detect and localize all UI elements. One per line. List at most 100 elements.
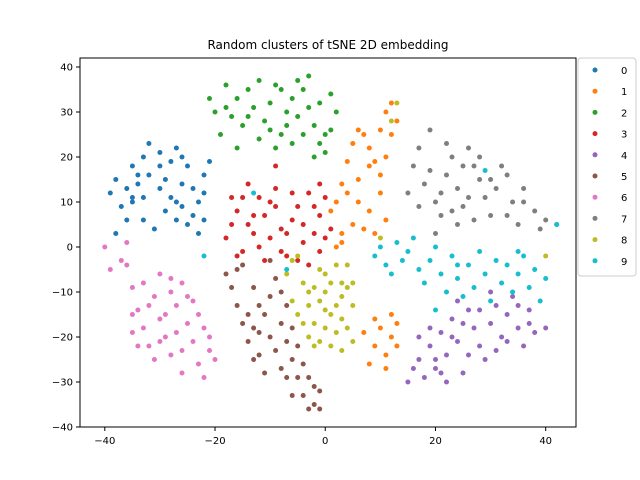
point-cluster-4-2 bbox=[416, 357, 422, 362]
point-cluster-9-15 bbox=[455, 276, 460, 281]
x-tick-label-0: −40 bbox=[94, 436, 115, 447]
point-cluster-4-21 bbox=[521, 343, 527, 349]
point-cluster-3-0 bbox=[223, 235, 229, 241]
point-cluster-4-34 bbox=[515, 303, 521, 308]
point-cluster-4-0 bbox=[405, 379, 411, 385]
point-cluster-5-30 bbox=[245, 312, 251, 317]
point-cluster-7-15 bbox=[488, 213, 494, 218]
point-cluster-3-37 bbox=[245, 222, 251, 227]
point-cluster-7-5 bbox=[433, 199, 438, 205]
point-cluster-3-23 bbox=[289, 190, 295, 196]
legend-marker-9 bbox=[592, 258, 598, 264]
point-cluster-0-34 bbox=[146, 172, 152, 178]
point-cluster-1-16 bbox=[366, 208, 372, 214]
point-cluster-7-6 bbox=[438, 213, 444, 218]
point-cluster-4-12 bbox=[471, 325, 477, 331]
point-cluster-6-37 bbox=[168, 276, 174, 281]
legend-marker-6 bbox=[592, 194, 598, 200]
point-cluster-8-1 bbox=[295, 253, 301, 259]
point-cluster-8-33 bbox=[377, 235, 383, 241]
point-cluster-9-2 bbox=[383, 262, 389, 268]
point-cluster-0-18 bbox=[201, 217, 207, 223]
point-cluster-2-13 bbox=[278, 132, 284, 137]
point-cluster-9-1 bbox=[377, 244, 383, 250]
point-cluster-9-19 bbox=[477, 249, 483, 254]
axes: −40 −20 0 20 40 −40 −30 −20 −10 0 10 20 30 40 bbox=[52, 63, 552, 448]
point-cluster-7-12 bbox=[471, 163, 477, 169]
point-cluster-1-36 bbox=[377, 127, 383, 133]
point-cluster-3-35 bbox=[267, 235, 273, 241]
point-cluster-4-17 bbox=[499, 334, 505, 340]
point-cluster-1-14 bbox=[394, 118, 400, 124]
point-cluster-8-2 bbox=[300, 280, 306, 286]
point-cluster-5-24 bbox=[267, 258, 273, 263]
point-cluster-9-8 bbox=[416, 267, 422, 272]
legend-label-4: 4 bbox=[621, 151, 627, 162]
point-cluster-8-28 bbox=[339, 316, 345, 322]
point-cluster-7-8 bbox=[449, 154, 455, 160]
point-cluster-5-0 bbox=[223, 271, 229, 277]
point-cluster-1-33 bbox=[383, 366, 389, 371]
point-cluster-9-20 bbox=[482, 271, 488, 277]
point-cluster-0-38 bbox=[173, 199, 179, 205]
data-points bbox=[102, 73, 560, 412]
point-cluster-5-4 bbox=[245, 339, 251, 344]
point-cluster-8-11 bbox=[350, 303, 356, 308]
point-cluster-2-1 bbox=[212, 109, 218, 115]
point-cluster-5-27 bbox=[300, 361, 306, 367]
legend-label-9: 9 bbox=[621, 257, 627, 268]
point-cluster-6-11 bbox=[168, 352, 174, 358]
point-cluster-0-29 bbox=[140, 195, 146, 200]
point-cluster-3-17 bbox=[317, 213, 323, 218]
point-cluster-3-22 bbox=[262, 258, 268, 263]
point-cluster-1-30 bbox=[388, 334, 394, 340]
point-cluster-3-5 bbox=[251, 231, 257, 236]
point-cluster-7-27 bbox=[455, 222, 460, 227]
point-cluster-5-39 bbox=[251, 325, 257, 331]
point-cluster-8-17 bbox=[333, 262, 339, 268]
legend-marker-0 bbox=[592, 67, 598, 73]
point-cluster-5-14 bbox=[300, 393, 306, 398]
point-cluster-0-10 bbox=[168, 159, 174, 164]
point-cluster-4-25 bbox=[444, 379, 449, 385]
point-cluster-2-14 bbox=[284, 109, 290, 115]
point-cluster-7-21 bbox=[521, 186, 527, 191]
point-cluster-8-15 bbox=[317, 298, 323, 304]
point-cluster-0-24 bbox=[140, 217, 146, 223]
point-cluster-8-38 bbox=[339, 294, 345, 299]
point-cluster-7-32 bbox=[438, 190, 444, 196]
legend-label-3: 3 bbox=[621, 130, 627, 141]
point-cluster-8-10 bbox=[344, 285, 350, 290]
point-cluster-5-8 bbox=[267, 294, 273, 299]
point-cluster-9-23 bbox=[499, 280, 505, 286]
point-cluster-6-8 bbox=[151, 294, 157, 299]
legend-label-8: 8 bbox=[621, 236, 627, 247]
point-cluster-2-8 bbox=[251, 105, 257, 110]
point-cluster-8-3 bbox=[306, 303, 312, 308]
point-cluster-9-3 bbox=[388, 271, 394, 277]
point-cluster-9-21 bbox=[488, 298, 494, 304]
point-cluster-3-36 bbox=[295, 258, 301, 263]
point-cluster-7-25 bbox=[433, 231, 438, 236]
point-cluster-9-39 bbox=[515, 249, 521, 254]
point-cluster-3-9 bbox=[273, 186, 279, 191]
point-cluster-5-35 bbox=[267, 334, 273, 340]
point-cluster-3-11 bbox=[284, 253, 290, 259]
point-cluster-3-18 bbox=[322, 195, 328, 200]
legend-box bbox=[577, 57, 637, 277]
point-cluster-6-26 bbox=[190, 298, 196, 304]
x-tick-label-3: 20 bbox=[429, 436, 442, 447]
point-cluster-1-34 bbox=[339, 240, 345, 245]
point-cluster-7-0 bbox=[405, 190, 411, 196]
legend-marker-4 bbox=[592, 152, 598, 158]
point-cluster-9-25 bbox=[510, 289, 516, 295]
point-cluster-3-14 bbox=[300, 240, 306, 245]
point-cluster-2-16 bbox=[295, 78, 301, 83]
point-cluster-1-35 bbox=[355, 199, 361, 205]
point-cluster-5-33 bbox=[289, 325, 295, 331]
point-cluster-2-37 bbox=[273, 82, 279, 88]
point-cluster-6-19 bbox=[212, 357, 218, 362]
point-cluster-9-38 bbox=[455, 262, 460, 268]
